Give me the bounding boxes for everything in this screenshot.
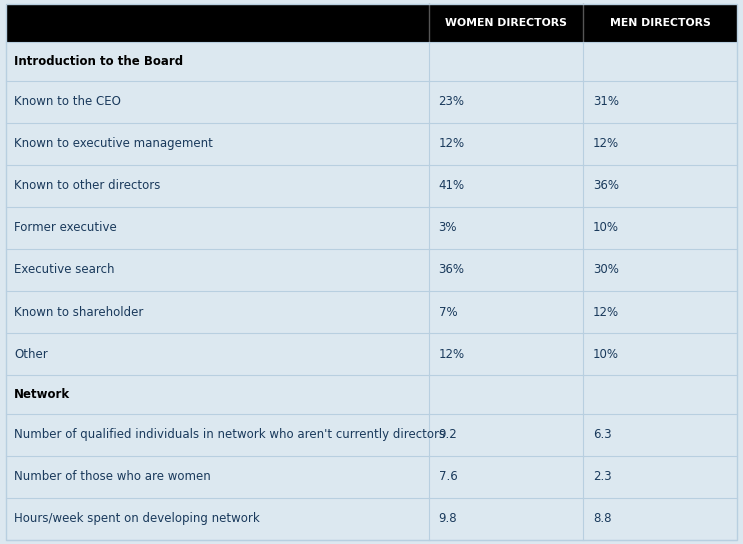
Text: Hours/week spent on developing network: Hours/week spent on developing network [14,512,260,526]
Text: 7.6: 7.6 [438,471,457,484]
Bar [6,291,737,333]
Text: MEN DIRECTORS: MEN DIRECTORS [609,18,710,28]
Text: 31%: 31% [593,95,619,108]
Text: 6.3: 6.3 [593,429,611,442]
Bar [6,42,737,81]
Text: 41%: 41% [438,180,464,193]
Text: Number of qualified individuals in network who aren't currently directors: Number of qualified individuals in netwo… [14,429,445,442]
Bar [6,123,737,165]
Bar [6,4,737,42]
Text: Introduction to the Board: Introduction to the Board [14,55,183,68]
Text: 23%: 23% [438,95,464,108]
Text: 12%: 12% [438,138,464,151]
Text: 9.2: 9.2 [438,429,457,442]
Bar [6,81,737,123]
Text: Known to the CEO: Known to the CEO [14,95,121,108]
Bar [6,207,737,249]
Text: 9.8: 9.8 [438,512,457,526]
Text: 3%: 3% [438,221,457,234]
Text: 8.8: 8.8 [593,512,611,526]
Text: 12%: 12% [593,306,619,318]
Text: Known to other directors: Known to other directors [14,180,160,193]
Text: 7%: 7% [438,306,457,318]
Bar [6,414,737,456]
Text: Former executive: Former executive [14,221,117,234]
Text: 12%: 12% [438,348,464,361]
Text: 30%: 30% [593,263,619,276]
Text: 2.3: 2.3 [593,471,611,484]
Text: 10%: 10% [593,348,619,361]
Text: 12%: 12% [593,138,619,151]
Bar [6,165,737,207]
Text: 10%: 10% [593,221,619,234]
Text: Known to shareholder: Known to shareholder [14,306,143,318]
Bar [6,375,737,414]
Bar [6,498,737,540]
Text: WOMEN DIRECTORS: WOMEN DIRECTORS [445,18,567,28]
Bar [6,249,737,291]
Text: Known to executive management: Known to executive management [14,138,213,151]
Text: Executive search: Executive search [14,263,114,276]
Text: 36%: 36% [593,180,619,193]
Bar [6,333,737,375]
Text: Other: Other [14,348,48,361]
Text: Network: Network [14,388,70,401]
Bar [6,456,737,498]
Text: 36%: 36% [438,263,464,276]
Text: Number of those who are women: Number of those who are women [14,471,211,484]
